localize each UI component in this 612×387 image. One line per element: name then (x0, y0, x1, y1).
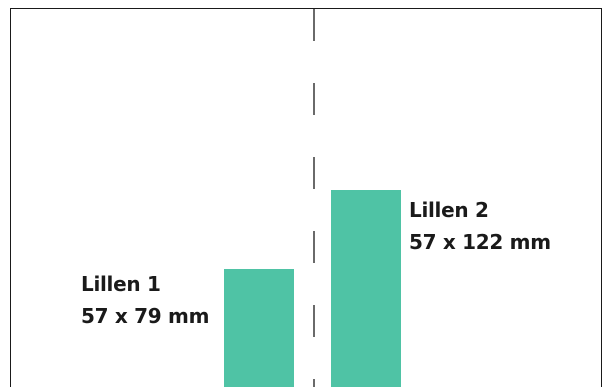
tab-lillen-2 (331, 190, 401, 387)
tab-name: Lillen 1 (81, 272, 161, 296)
tab-lillen-1 (224, 269, 294, 387)
tab-size: 57 x 79 mm (81, 304, 210, 328)
label-lillen-2: Lillen 2 57 x 122 mm (409, 194, 551, 258)
tab-name: Lillen 2 (409, 198, 489, 222)
page-frame (10, 8, 602, 387)
tab-size: 57 x 122 mm (409, 230, 551, 254)
label-lillen-1: Lillen 1 57 x 79 mm (81, 268, 209, 332)
